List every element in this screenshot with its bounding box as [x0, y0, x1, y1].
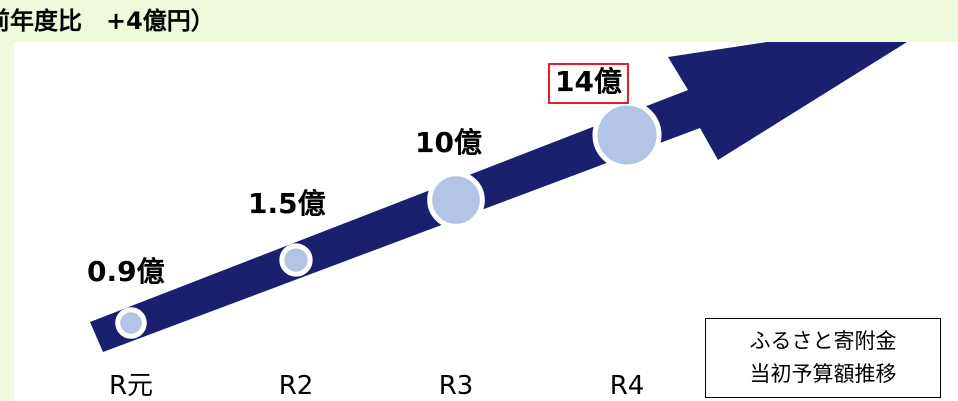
- highlight-box: [548, 63, 629, 104]
- data-label-2: 1.5億: [248, 187, 326, 220]
- growth-arrow: [90, 14, 952, 352]
- legend-line-2: 当初予算額推移: [749, 362, 897, 386]
- legend-line-1: ふるさと寄附金: [749, 329, 897, 353]
- data-label-1: 0.9億: [87, 255, 165, 288]
- x-tick-label-1: R元: [109, 371, 153, 401]
- data-label-3: 10億: [415, 126, 482, 159]
- x-tick-label-2: R2: [279, 371, 314, 401]
- data-point-1: [115, 307, 147, 339]
- x-tick-label-4: R4: [610, 371, 645, 401]
- data-label-4: 14億: [555, 65, 622, 98]
- data-point-3: [427, 171, 485, 229]
- header-bar: 前年度比 +4億円）: [0, 0, 958, 42]
- page-title: 前年度比 +4億円）: [0, 7, 215, 35]
- x-tick-label-3: R3: [439, 371, 474, 401]
- data-point-2: [279, 243, 313, 277]
- data-point-4: [592, 100, 662, 170]
- legend-box: ふるさと寄附金 当初予算額推移: [705, 318, 941, 398]
- chart-marks: 0.9億 R元 1.5億 R2 10億 R3 14億 R4: [87, 63, 662, 401]
